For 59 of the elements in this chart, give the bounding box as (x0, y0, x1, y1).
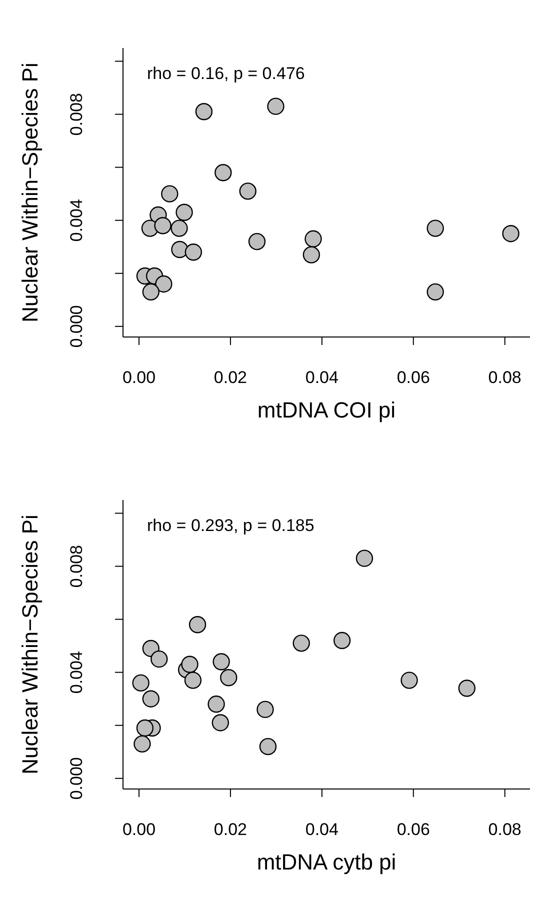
y-axis-title: Nuclear Within−Species Pi (18, 62, 42, 322)
point (134, 735, 151, 753)
point (239, 182, 256, 200)
point (176, 204, 193, 221)
x-tick-label: 0.08 (488, 820, 522, 839)
point (132, 674, 150, 692)
point (220, 669, 238, 686)
point (458, 680, 476, 697)
point (302, 246, 320, 264)
point (212, 653, 230, 670)
y-tick-label: 0.008 (67, 545, 86, 588)
point (304, 230, 322, 248)
point (356, 550, 374, 567)
y-tick-label: 0.000 (67, 305, 86, 348)
y-tick-label: 0.004 (67, 199, 86, 242)
y-tick-label: 0.008 (67, 93, 86, 136)
point (150, 650, 168, 668)
x-tick-label: 0.02 (214, 368, 248, 387)
annotation: rho = 0.16, p = 0.476 (147, 64, 305, 84)
point (188, 616, 206, 634)
point (142, 283, 160, 301)
point (248, 232, 266, 250)
x-tick-label: 0.04 (305, 368, 338, 387)
x-tick-label: 0.00 (122, 820, 156, 839)
point (214, 164, 232, 182)
point (400, 672, 418, 689)
point (154, 217, 172, 234)
point (259, 738, 277, 756)
x-axis-title: mtDNA cytb pi (256, 850, 396, 874)
point (155, 275, 172, 293)
x-tick-label: 0.04 (305, 820, 338, 839)
x-tick-label: 0.08 (488, 368, 522, 387)
point (161, 185, 178, 202)
point (426, 220, 444, 237)
point (184, 672, 202, 689)
point (136, 719, 154, 737)
x-tick-label: 0.02 (214, 820, 248, 839)
x-axis-title: mtDNA COI pi (257, 398, 396, 422)
point (502, 224, 520, 242)
point (195, 103, 213, 120)
point (171, 240, 188, 258)
point (170, 220, 188, 237)
y-tick-label: 0.004 (67, 651, 86, 694)
x-tick-label: 0.06 (396, 820, 430, 839)
point (208, 696, 225, 713)
point (333, 632, 351, 650)
point (142, 690, 160, 708)
x-tick-label: 0.00 (122, 368, 156, 387)
x-tick-label: 0.06 (396, 368, 430, 387)
point (292, 634, 310, 652)
point (256, 700, 274, 718)
y-axis-title: Nuclear Within−Species Pi (18, 514, 42, 774)
point (184, 244, 202, 261)
point (212, 714, 230, 732)
point (181, 656, 198, 673)
y-tick-label: 0.000 (67, 757, 86, 800)
point (267, 98, 284, 115)
point (426, 283, 444, 301)
annotation: rho = 0.293, p = 0.185 (147, 516, 314, 536)
